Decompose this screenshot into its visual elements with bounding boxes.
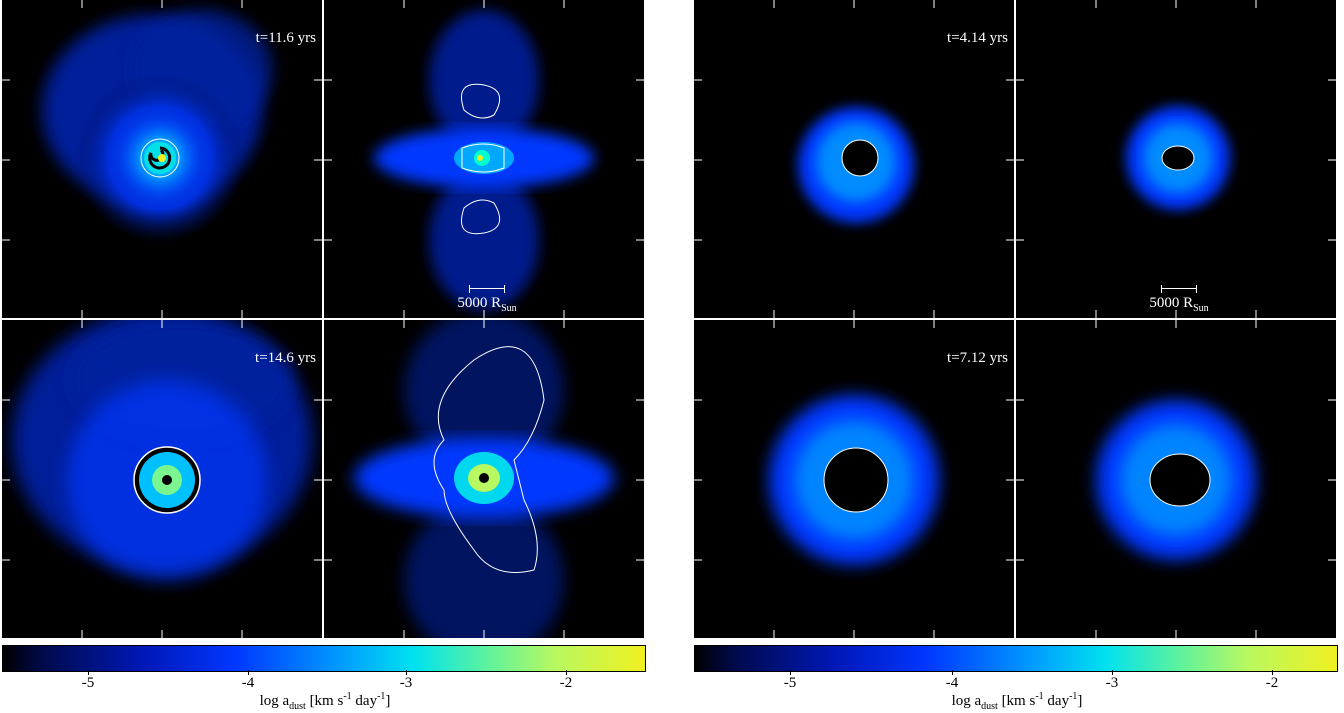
panel-left-top-faceon: t=11.6 yrs	[2, 0, 322, 318]
panel-left-bottom-edgeon	[324, 320, 644, 638]
density-map	[1016, 0, 1336, 318]
time-label: t=14.6 yrs	[255, 350, 316, 366]
colorbar-title: log adust [km s-1 day-1]	[951, 691, 1083, 712]
density-map	[1016, 320, 1336, 638]
time-label: t=11.6 yrs	[255, 30, 316, 46]
figure-left: t=11.6 yrs 5000 RSun	[2, 0, 648, 713]
density-map	[2, 320, 322, 638]
density-map	[694, 320, 1014, 638]
colorbar-tick-label: -4	[241, 675, 255, 691]
density-map	[324, 0, 644, 318]
panel-right-bottom-edgeon	[1016, 320, 1336, 638]
density-map	[694, 0, 1014, 318]
colorbar-title: log adust [km s-1 day-1]	[259, 691, 391, 712]
colorbar-tick-label: -5	[783, 675, 797, 691]
colorbar-tick-label: -5	[81, 675, 95, 691]
colorbar-tick-label: -3	[399, 675, 413, 691]
colorbar	[2, 645, 646, 672]
density-map	[324, 320, 644, 638]
colorbar-tick-label: -3	[1105, 675, 1119, 691]
colorbar-tick-label: -2	[559, 675, 573, 691]
panel-left-bottom-faceon: t=14.6 yrs	[2, 320, 322, 638]
colorbar-tick-label: -4	[945, 675, 959, 691]
scale-bar: 5000 RSun	[1134, 285, 1224, 314]
figure-right: t=4.14 yrs 5000 RSun t=7.12 yrs	[694, 0, 1340, 713]
colorbar	[694, 645, 1338, 672]
density-map	[2, 0, 322, 318]
time-label: t=4.14 yrs	[947, 30, 1008, 46]
panel-left-top-edgeon: 5000 RSun	[324, 0, 644, 318]
panel-right-top-edgeon: 5000 RSun	[1016, 0, 1336, 318]
colorbar-tick-label: -2	[1265, 675, 1279, 691]
time-label: t=7.12 yrs	[947, 350, 1008, 366]
scale-bar: 5000 RSun	[442, 285, 532, 314]
panel-right-top-faceon: t=4.14 yrs	[694, 0, 1014, 318]
panel-right-bottom-faceon: t=7.12 yrs	[694, 320, 1014, 638]
